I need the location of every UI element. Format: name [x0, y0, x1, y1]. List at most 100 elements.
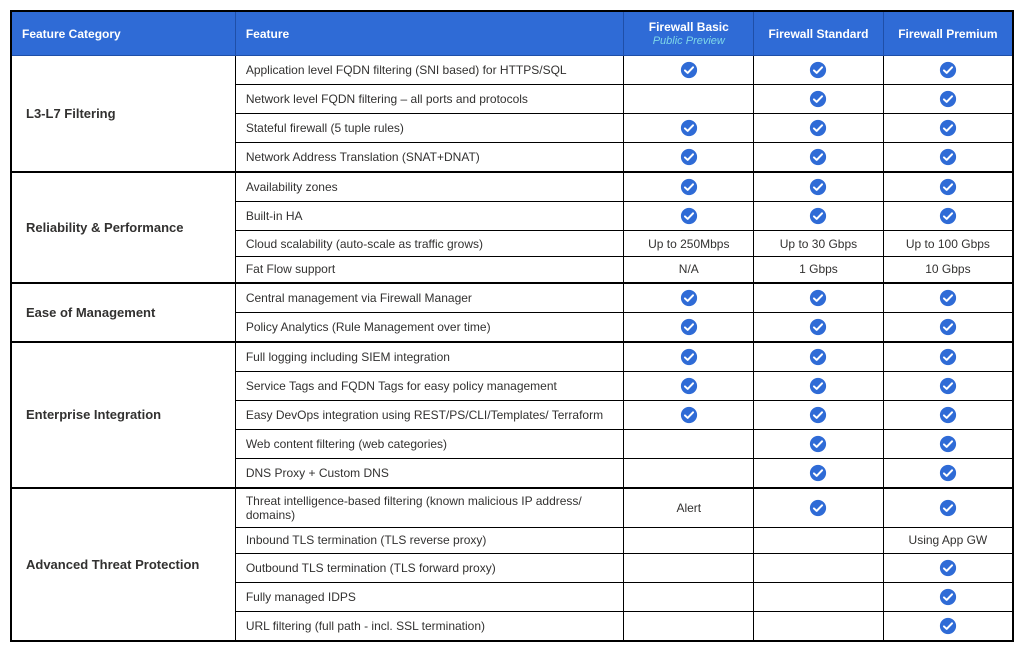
check-icon: [939, 178, 957, 196]
header-tier-standard: Firewall Standard: [754, 11, 884, 56]
check-icon: [939, 61, 957, 79]
feature-cell: Cloud scalability (auto-scale as traffic…: [235, 231, 624, 257]
check-icon: [680, 318, 698, 336]
check-icon: [939, 207, 957, 225]
value-cell: [883, 172, 1013, 202]
cell-text: Up to 30 Gbps: [780, 237, 857, 251]
feature-cell: Network level FQDN filtering – all ports…: [235, 85, 624, 114]
feature-cell: Central management via Firewall Manager: [235, 283, 624, 313]
value-cell: 10 Gbps: [883, 257, 1013, 283]
value-cell: [754, 400, 884, 429]
check-icon: [939, 406, 957, 424]
table-row: Enterprise IntegrationFull logging inclu…: [11, 342, 1013, 372]
value-cell: [624, 458, 754, 488]
cell-text: Using App GW: [909, 533, 988, 547]
feature-cell: Easy DevOps integration using REST/PS/CL…: [235, 400, 624, 429]
value-cell: [754, 342, 884, 372]
value-cell: [754, 527, 884, 553]
feature-cell: Service Tags and FQDN Tags for easy poli…: [235, 371, 624, 400]
feature-cell: Web content filtering (web categories): [235, 429, 624, 458]
value-cell: Up to 250Mbps: [624, 231, 754, 257]
check-icon: [939, 318, 957, 336]
check-icon: [680, 61, 698, 79]
check-icon: [680, 178, 698, 196]
value-cell: [883, 85, 1013, 114]
check-icon: [939, 148, 957, 166]
check-icon: [809, 207, 827, 225]
feature-cell: Application level FQDN filtering (SNI ba…: [235, 56, 624, 85]
check-icon: [680, 348, 698, 366]
value-cell: [754, 371, 884, 400]
value-cell: [883, 114, 1013, 143]
value-cell: [754, 458, 884, 488]
value-cell: Alert: [624, 488, 754, 528]
check-icon: [939, 348, 957, 366]
value-cell: 1 Gbps: [754, 257, 884, 283]
value-cell: [883, 582, 1013, 611]
cell-text: Alert: [676, 501, 701, 515]
check-icon: [809, 178, 827, 196]
tier-title: Firewall Premium: [898, 27, 997, 41]
feature-cell: Threat intelligence-based filtering (kno…: [235, 488, 624, 528]
value-cell: [754, 283, 884, 313]
value-cell: [624, 582, 754, 611]
table-row: Advanced Threat ProtectionThreat intelli…: [11, 488, 1013, 528]
feature-cell: Built-in HA: [235, 202, 624, 231]
header-feature: Feature: [235, 11, 624, 56]
check-icon: [939, 377, 957, 395]
value-cell: [883, 611, 1013, 641]
value-cell: [883, 143, 1013, 173]
header-tier-basic: Firewall Basic Public Preview: [624, 11, 754, 56]
value-cell: [754, 582, 884, 611]
tier-title: Firewall Basic: [649, 20, 729, 34]
value-cell: [624, 527, 754, 553]
value-cell: [883, 400, 1013, 429]
value-cell: [883, 342, 1013, 372]
category-cell: Advanced Threat Protection: [11, 488, 235, 641]
cell-text: 1 Gbps: [799, 262, 838, 276]
value-cell: [883, 429, 1013, 458]
feature-cell: DNS Proxy + Custom DNS: [235, 458, 624, 488]
check-icon: [809, 377, 827, 395]
table-row: L3-L7 FilteringApplication level FQDN fi…: [11, 56, 1013, 85]
value-cell: [624, 114, 754, 143]
value-cell: Up to 100 Gbps: [883, 231, 1013, 257]
feature-cell: Fat Flow support: [235, 257, 624, 283]
check-icon: [809, 148, 827, 166]
table-header: Feature Category Feature Firewall Basic …: [11, 11, 1013, 56]
feature-cell: Network Address Translation (SNAT+DNAT): [235, 143, 624, 173]
value-cell: [624, 172, 754, 202]
feature-cell: Stateful firewall (5 tuple rules): [235, 114, 624, 143]
value-cell: [624, 400, 754, 429]
check-icon: [680, 148, 698, 166]
check-icon: [809, 348, 827, 366]
value-cell: [624, 283, 754, 313]
value-cell: [624, 371, 754, 400]
check-icon: [939, 588, 957, 606]
check-icon: [809, 318, 827, 336]
feature-cell: Policy Analytics (Rule Management over t…: [235, 312, 624, 342]
value-cell: [624, 312, 754, 342]
value-cell: [754, 114, 884, 143]
category-cell: L3-L7 Filtering: [11, 56, 235, 173]
value-cell: [754, 56, 884, 85]
value-cell: [624, 611, 754, 641]
value-cell: [754, 312, 884, 342]
feature-cell: URL filtering (full path - incl. SSL ter…: [235, 611, 624, 641]
value-cell: N/A: [624, 257, 754, 283]
feature-cell: Outbound TLS termination (TLS forward pr…: [235, 553, 624, 582]
check-icon: [680, 377, 698, 395]
check-icon: [809, 90, 827, 108]
value-cell: [754, 202, 884, 231]
check-icon: [809, 289, 827, 307]
check-icon: [809, 464, 827, 482]
value-cell: [754, 488, 884, 528]
check-icon: [809, 435, 827, 453]
header-tier-premium: Firewall Premium: [883, 11, 1013, 56]
check-icon: [680, 289, 698, 307]
check-icon: [809, 499, 827, 517]
value-cell: [754, 429, 884, 458]
value-cell: [883, 283, 1013, 313]
value-cell: [624, 56, 754, 85]
value-cell: [754, 172, 884, 202]
